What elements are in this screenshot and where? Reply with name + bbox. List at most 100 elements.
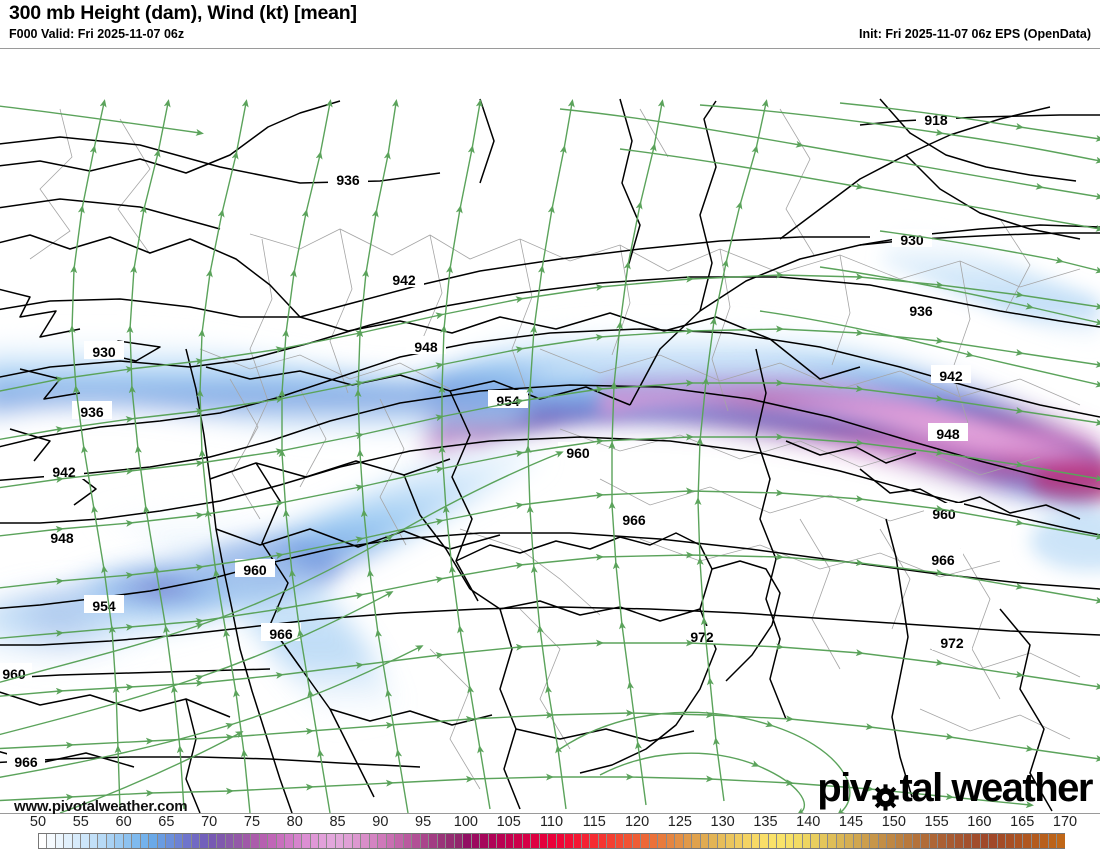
colorbar-cell	[310, 834, 319, 848]
colorbar-cell	[378, 834, 387, 848]
colorbar-cell	[531, 834, 540, 848]
colorbar-cell	[369, 834, 379, 848]
colorbar-cell	[47, 834, 56, 848]
colorbar-swatches	[38, 833, 1065, 849]
colorbar-cell	[166, 834, 175, 848]
colorbar-cell	[632, 834, 642, 848]
svg-text:966: 966	[622, 512, 646, 528]
colorbar-cell	[1040, 834, 1049, 848]
colorbar-cell	[946, 834, 956, 848]
colorbar-cell	[217, 834, 226, 848]
map-canvas: 918 936 930 942	[0, 49, 1100, 813]
colorbar-cell	[709, 834, 718, 848]
colorbar-cell	[785, 834, 795, 848]
colorbar-cell	[870, 834, 879, 848]
colorbar-cell	[955, 834, 964, 848]
colorbar-cell	[989, 834, 998, 848]
svg-text:936: 936	[80, 404, 104, 420]
colorbar-tick-labels: 50 55 60 65 70 75 80 85 90 95 100 105 110 115 120 125 13…	[0, 814, 1100, 832]
colorbar-cell	[658, 834, 667, 848]
colorbar-tick: 65	[158, 814, 175, 830]
colorbar-cell	[488, 834, 498, 848]
colorbar-tick: 135	[753, 814, 778, 830]
colorbar-tick: 60	[115, 814, 132, 830]
colorbar-cell	[522, 834, 532, 848]
colorbar-tick: 85	[329, 814, 346, 830]
colorbar-tick: 105	[496, 814, 521, 830]
colorbar-cell	[335, 834, 345, 848]
colorbar-cell	[514, 834, 523, 848]
map-panel[interactable]: 918 936 930 942	[0, 48, 1100, 814]
colorbar-cell	[200, 834, 209, 848]
colorbar-cell	[361, 834, 370, 848]
site-url-watermark: www.pivotalweather.com	[14, 798, 188, 815]
colorbar-cell	[819, 834, 829, 848]
colorbar-cell	[751, 834, 761, 848]
colorbar-tick: 75	[243, 814, 261, 830]
colorbar-cell	[700, 834, 710, 848]
colorbar-cell	[743, 834, 752, 848]
logo-text-part1: piv	[817, 766, 872, 810]
colorbar-cell	[997, 834, 1007, 848]
colorbar-cell	[828, 834, 837, 848]
colorbar-cell	[395, 834, 404, 848]
colorbar-cell	[912, 834, 922, 848]
colorbar-cell	[1057, 834, 1065, 848]
colorbar-cell	[853, 834, 862, 848]
colorbar-cell	[149, 834, 158, 848]
colorbar-cell	[777, 834, 786, 848]
colorbar-cell	[548, 834, 557, 848]
colorbar-cell	[683, 834, 693, 848]
colorbar-cell	[318, 834, 328, 848]
pivotal-weather-logo: piv tal	[817, 766, 1094, 811]
colorbar-cell	[183, 834, 192, 848]
colorbar-cell	[692, 834, 701, 848]
colorbar-cell	[734, 834, 744, 848]
svg-text:930: 930	[92, 344, 116, 360]
colorbar-cell	[234, 834, 243, 848]
colorbar-cell	[403, 834, 413, 848]
svg-text:954: 954	[92, 598, 116, 614]
colorbar-cell	[64, 834, 73, 848]
colorbar-cell	[123, 834, 133, 848]
colorbar-tick: 55	[72, 814, 89, 830]
colorbar-cell	[861, 834, 871, 848]
colorbar-tick: 130	[710, 814, 735, 830]
colorbar-cell	[666, 834, 676, 848]
colorbar-tick: 170	[1052, 814, 1078, 830]
colorbar-cell	[1023, 834, 1032, 848]
colorbar-cell	[921, 834, 930, 848]
svg-text:948: 948	[414, 339, 438, 355]
svg-text:948: 948	[936, 426, 960, 442]
colorbar-cell	[497, 834, 506, 848]
colorbar-tick: 140	[796, 814, 821, 830]
map-header: 300 mb Height (dam), Wind (kt) [mean] F0…	[0, 0, 1100, 48]
colorbar-cell	[327, 834, 336, 848]
colorbar-cell	[259, 834, 269, 848]
colorbar-cell	[887, 834, 896, 848]
colorbar-cell	[429, 834, 438, 848]
colorbar-cell	[72, 834, 82, 848]
colorbar-cell	[242, 834, 252, 848]
colorbar-cell	[938, 834, 947, 848]
colorbar-tick: 50	[29, 814, 47, 830]
colorbar-cell	[420, 834, 430, 848]
colorbar-cell	[1031, 834, 1041, 848]
colorbar-cell	[446, 834, 455, 848]
colorbar-tick: 150	[881, 814, 906, 830]
colorbar-cell	[802, 834, 812, 848]
colorbar-cell	[675, 834, 684, 848]
colorbar-cell	[590, 834, 599, 848]
colorbar-cell	[726, 834, 735, 848]
colorbar-cell	[302, 834, 311, 848]
svg-text:936: 936	[909, 303, 933, 319]
wind-streamlines	[0, 99, 1100, 813]
colorbar-cell	[582, 834, 591, 848]
svg-text:966: 966	[931, 552, 955, 568]
svg-text:960: 960	[243, 562, 267, 578]
colorbar-cell	[845, 834, 854, 848]
colorbar-cell	[344, 834, 353, 848]
colorbar-cell	[904, 834, 913, 848]
colorbar-cell	[454, 834, 464, 848]
colorbar-tick: 80	[286, 814, 303, 830]
